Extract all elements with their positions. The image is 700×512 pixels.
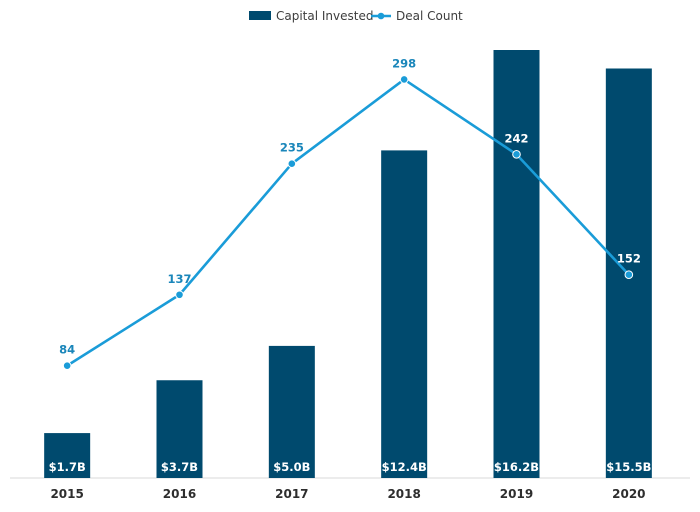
deal-count-point-2019 (512, 150, 521, 159)
deal-count-label-2019: 242 (504, 131, 528, 145)
deal-count-label-2017: 235 (280, 141, 304, 155)
deal-count-line (66, 78, 630, 367)
deal-count-label-2015: 84 (59, 343, 75, 357)
legend-swatch-capital-invested (249, 11, 271, 20)
deal-count-label-2018: 298 (392, 56, 416, 70)
x-tick-2019: 2019 (500, 487, 533, 501)
bar-2019 (493, 50, 540, 478)
x-tick-2017: 2017 (275, 487, 308, 501)
x-tick-2015: 2015 (50, 487, 83, 501)
deal-count-point-2016 (175, 290, 184, 300)
bar-label-2020: $15.5B (606, 460, 651, 474)
bar-label-2018: $12.4B (382, 460, 427, 474)
legend-label-capital-invested: Capital Invested (276, 9, 373, 23)
bar-2015 (44, 433, 91, 478)
bar-label-2017: $5.0B (273, 460, 310, 474)
legend: Capital Invested Deal Count (249, 9, 463, 23)
x-tick-2016: 2016 (163, 487, 196, 501)
legend-label-deal-count: Deal Count (396, 9, 463, 23)
bar-label-2016: $3.7B (161, 460, 198, 474)
bar-label-2015: $1.7B (49, 460, 86, 474)
legend-swatch-deal-count-marker (377, 12, 385, 20)
bar-2018 (381, 150, 428, 478)
deal-count-point-2017 (287, 159, 297, 168)
bar-2017 (268, 345, 315, 478)
x-tick-2018: 2018 (387, 487, 420, 501)
deal-count-point-2020 (624, 270, 634, 280)
deal-count-label-2020: 152 (617, 252, 641, 266)
x-tick-2020: 2020 (612, 487, 645, 501)
bar-label-2019: $16.2B (494, 460, 539, 474)
bar-2016 (156, 380, 203, 478)
deal-count-label-2016: 137 (167, 272, 191, 286)
deal-count-point-2018 (399, 75, 409, 84)
x-axis-ticks: 2015 2016 2017 2018 2019 2020 (50, 487, 645, 501)
deal-count-series: 84 137 235 298 242 152 (59, 56, 641, 370)
bars-group: $1.7B $3.7B $5.0B $12.4B $16.2B $15.5B (44, 50, 652, 478)
deal-count-point-2015 (62, 361, 72, 370)
